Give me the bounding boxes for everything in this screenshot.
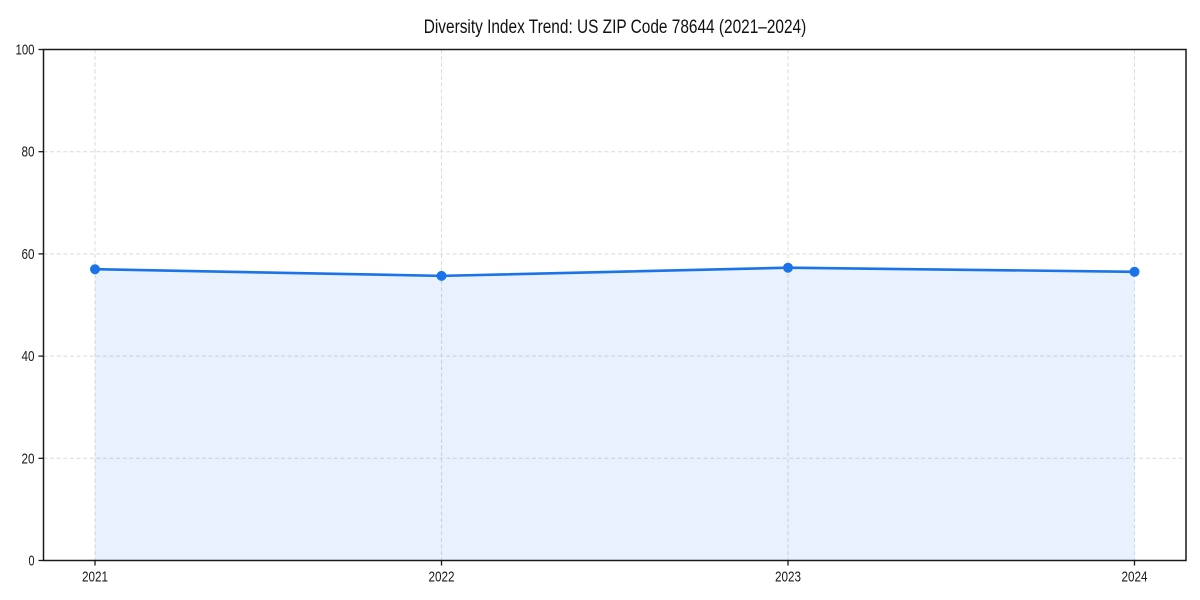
- x-tick-label: 2024: [1122, 569, 1148, 586]
- x-tick-label: 2021: [82, 569, 108, 586]
- x-tick-label: 2022: [429, 569, 455, 586]
- data-point: [90, 264, 100, 275]
- data-point: [1129, 266, 1140, 277]
- trend-line: [93, 266, 1136, 278]
- y-tick-label: 40: [22, 348, 35, 365]
- y-tick-label: 100: [16, 42, 35, 59]
- axes-spines: [42, 48, 1187, 562]
- chart-title: Diversity Index Trend: US ZIP Code 78644…: [423, 16, 807, 38]
- y-tick-label: 80: [22, 144, 35, 161]
- y-tick-label: 20: [22, 450, 35, 467]
- data-point: [436, 270, 447, 281]
- y-tick-label: 0: [29, 553, 35, 570]
- x-tick-label: 2023: [775, 569, 801, 586]
- data-point: [783, 262, 793, 273]
- y-tick-label: 60: [22, 246, 35, 263]
- area-fill: [95, 267, 1135, 561]
